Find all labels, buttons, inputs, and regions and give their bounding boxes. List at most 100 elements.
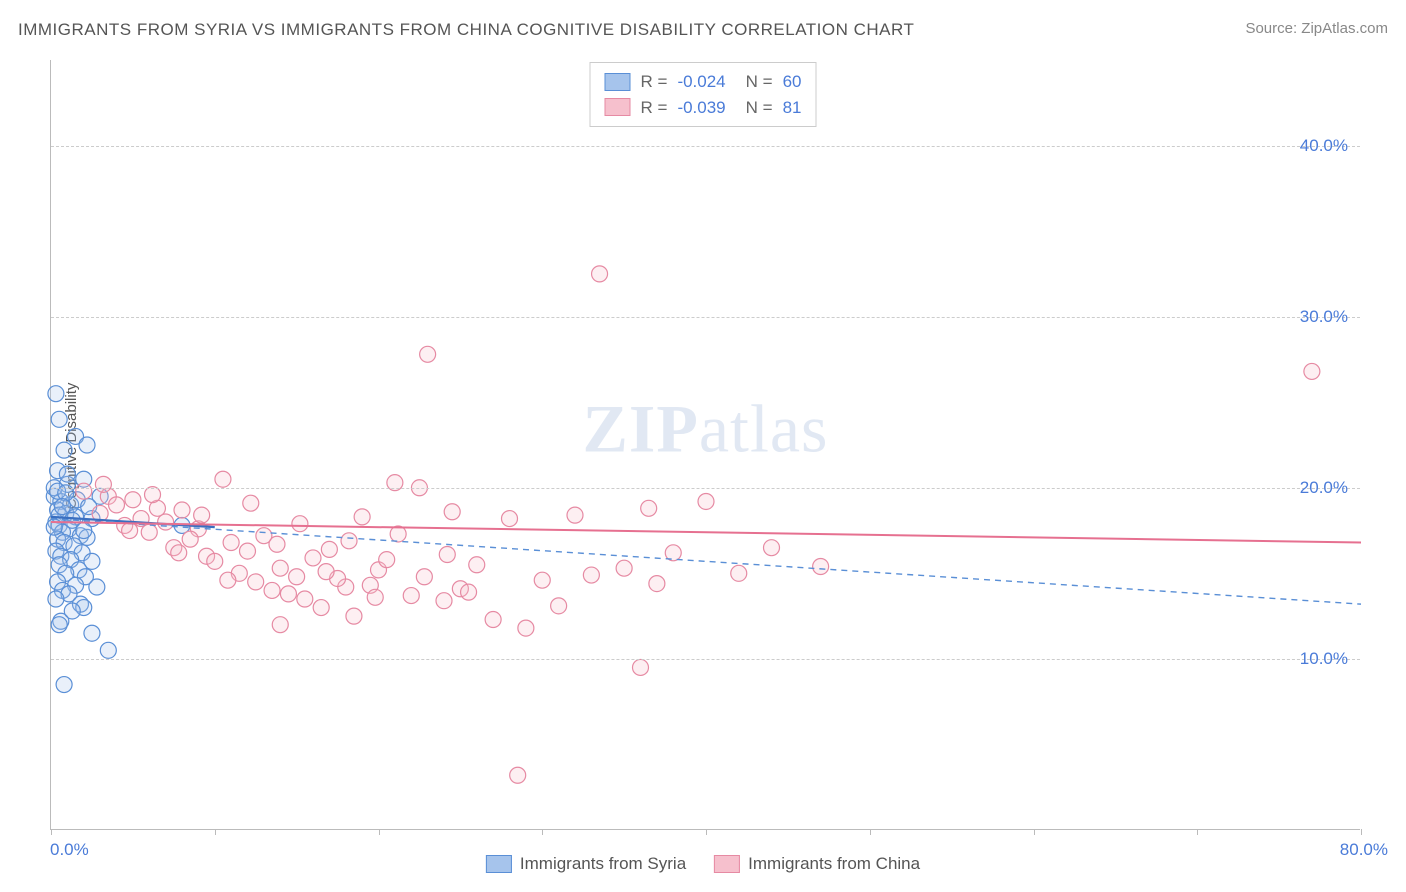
source-label: Source: ZipAtlas.com [1245, 20, 1388, 37]
data-point [461, 584, 477, 600]
data-point [551, 598, 567, 614]
legend-swatch [605, 98, 631, 116]
data-point [444, 504, 460, 520]
data-point [649, 576, 665, 592]
legend-item-label: Immigrants from Syria [520, 854, 686, 874]
legend-item: Immigrants from China [714, 854, 920, 874]
data-point [297, 591, 313, 607]
data-point [194, 507, 210, 523]
data-point [240, 543, 256, 559]
data-point [56, 442, 72, 458]
x-tick [1197, 829, 1198, 835]
data-point [439, 547, 455, 563]
data-point [182, 531, 198, 547]
data-point [305, 550, 321, 566]
data-point [54, 499, 70, 515]
data-point [321, 541, 337, 557]
data-point [84, 625, 100, 641]
data-point [272, 560, 288, 576]
data-point [220, 572, 236, 588]
data-point [280, 586, 296, 602]
legend-swatch [605, 73, 631, 91]
legend-n-label: N = [746, 95, 773, 121]
data-point [223, 535, 239, 551]
chart-area: ZIPatlas 10.0%20.0%30.0%40.0% [50, 60, 1360, 830]
legend-n-value: 60 [783, 69, 802, 95]
data-point [592, 266, 608, 282]
data-point [633, 659, 649, 675]
data-point [313, 600, 329, 616]
data-point [76, 483, 92, 499]
data-point [469, 557, 485, 573]
data-point [48, 591, 64, 607]
data-point [145, 487, 161, 503]
scatter-plot [51, 60, 1360, 829]
data-point [346, 608, 362, 624]
trend-line [51, 522, 1361, 543]
legend-r-label: R = [641, 69, 668, 95]
legend-item: Immigrants from Syria [486, 854, 686, 874]
data-point [518, 620, 534, 636]
data-point [64, 603, 80, 619]
data-point [534, 572, 550, 588]
data-point [48, 386, 64, 402]
x-tick [1034, 829, 1035, 835]
data-point [411, 480, 427, 496]
data-point [731, 565, 747, 581]
data-point [269, 536, 285, 552]
legend-n-value: 81 [783, 95, 802, 121]
data-point [174, 502, 190, 518]
x-tick [870, 829, 871, 835]
data-point [125, 492, 141, 508]
data-point [485, 612, 501, 628]
data-point [51, 617, 67, 633]
data-point [76, 523, 92, 539]
data-point [1304, 363, 1320, 379]
legend-series: Immigrants from Syria Immigrants from Chi… [486, 854, 920, 874]
x-tick-label-min: 0.0% [50, 840, 89, 860]
data-point [379, 552, 395, 568]
chart-title: IMMIGRANTS FROM SYRIA VS IMMIGRANTS FROM… [18, 20, 914, 40]
legend-item-label: Immigrants from China [748, 854, 920, 874]
data-point [122, 523, 138, 539]
y-tick-label: 30.0% [1300, 307, 1348, 327]
data-point [109, 497, 125, 513]
data-point [502, 511, 518, 527]
legend-stats-row: R = -0.024 N = 60 [605, 69, 802, 95]
data-point [420, 346, 436, 362]
data-point [56, 677, 72, 693]
data-point [95, 476, 111, 492]
x-tick [379, 829, 380, 835]
data-point [764, 540, 780, 556]
data-point [354, 509, 370, 525]
data-point [289, 569, 305, 585]
data-point [272, 617, 288, 633]
x-tick [1361, 829, 1362, 835]
x-tick [215, 829, 216, 835]
data-point [416, 569, 432, 585]
data-point [510, 767, 526, 783]
data-point [367, 589, 383, 605]
data-point [243, 495, 259, 511]
legend-r-value: -0.039 [677, 95, 725, 121]
legend-swatch [486, 855, 512, 873]
data-point [403, 588, 419, 604]
data-point [89, 579, 105, 595]
data-point [567, 507, 583, 523]
data-point [387, 475, 403, 491]
data-point [616, 560, 632, 576]
x-tick [706, 829, 707, 835]
data-point [79, 437, 95, 453]
x-tick-label-max: 80.0% [1340, 840, 1388, 860]
legend-n-label: N = [746, 69, 773, 95]
legend-stats-row: R = -0.039N = 81 [605, 95, 802, 121]
legend-r-value: -0.024 [677, 69, 725, 95]
y-tick-label: 10.0% [1300, 649, 1348, 669]
data-point [215, 471, 231, 487]
x-tick [51, 829, 52, 835]
data-point [171, 545, 187, 561]
data-point [207, 553, 223, 569]
data-point [813, 558, 829, 574]
data-point [641, 500, 657, 516]
legend-swatch [714, 855, 740, 873]
